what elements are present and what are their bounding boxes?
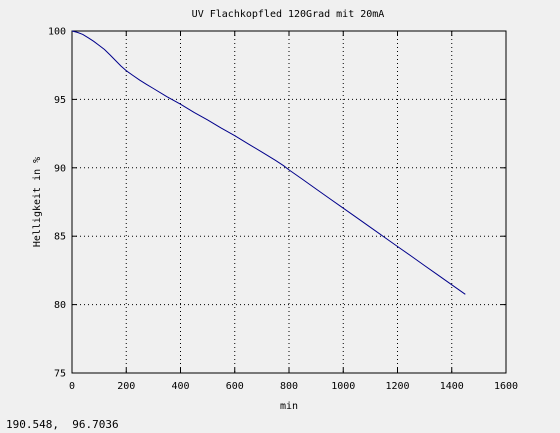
- x-axis-ticks: 0 200 400 600 800 1000 1200 1400 1600: [69, 31, 518, 392]
- y-tick-label: 100: [48, 27, 66, 38]
- x-tick-label: 1400: [440, 381, 464, 392]
- y-axis-label: Helligkeit in %: [32, 157, 43, 247]
- series-line: [71, 30, 466, 295]
- x-tick-label: 0: [69, 381, 75, 392]
- y-tick-label: 90: [54, 163, 66, 174]
- y-tick-label: 80: [54, 300, 66, 311]
- x-tick-label: 200: [117, 381, 135, 392]
- x-tick-label: 1200: [385, 381, 409, 392]
- y-tick-label: 95: [54, 95, 66, 106]
- y-tick-label: 85: [54, 232, 66, 243]
- x-axis-label: min: [280, 401, 298, 412]
- grid: [72, 31, 506, 373]
- x-tick-label: 400: [171, 381, 189, 392]
- chart-title: UV Flachkopfled 120Grad mit 20mA: [192, 9, 385, 20]
- series-group: [71, 30, 466, 295]
- x-tick-label: 1600: [494, 381, 518, 392]
- x-tick-label: 800: [280, 381, 298, 392]
- x-tick-label: 600: [226, 381, 244, 392]
- y-axis-ticks: 75 80 85 90 95 100: [48, 27, 506, 380]
- y-tick-label: 75: [54, 369, 66, 380]
- x-tick-label: 1000: [331, 381, 355, 392]
- plot-area-frame: [71, 30, 507, 374]
- cursor-coordinate-readout: 190.548, 96.7036: [6, 418, 119, 431]
